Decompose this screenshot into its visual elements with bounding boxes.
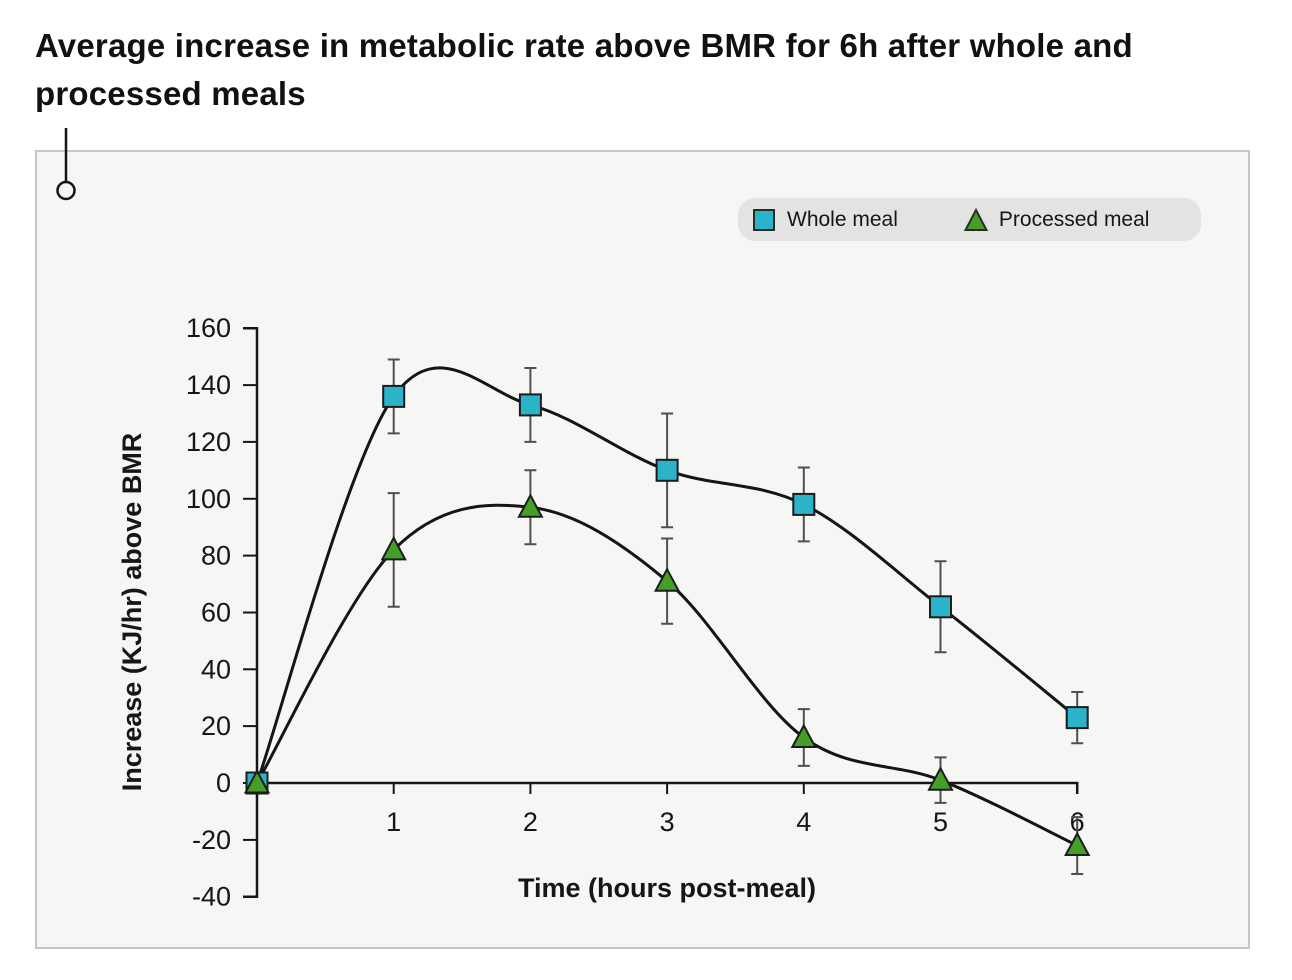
x-tick-label: 5 [933, 807, 948, 837]
y-tick-label: 20 [201, 711, 231, 741]
marker-processed-meal [380, 535, 407, 561]
y-tick-label: 40 [201, 654, 231, 684]
y-tick-label: 120 [186, 427, 231, 457]
marker-processed-meal [653, 567, 681, 592]
y-tick-label: 60 [201, 598, 231, 628]
y-tick-label: -40 [192, 882, 231, 912]
y-tick-label: 0 [216, 768, 231, 798]
square-marker-icon [753, 208, 775, 231]
chart-legend: Whole meal Processed meal [738, 198, 1201, 241]
marker-whole-meal [655, 458, 679, 482]
annotation-pin[interactable] [51, 126, 81, 204]
marker-whole-meal [792, 492, 816, 516]
x-axis-title: Time (hours post-meal) [518, 873, 816, 903]
legend-label: Whole meal [787, 207, 898, 231]
x-tick-label: 2 [523, 807, 538, 837]
marker-processed-meal [1064, 831, 1091, 856]
chart-panel [35, 150, 1250, 949]
x-tick-label: 1 [386, 807, 401, 837]
y-tick-label: -20 [192, 825, 231, 855]
y-tick-label: 80 [201, 541, 231, 571]
triangle-marker-icon [963, 207, 988, 231]
marker-whole-meal [518, 393, 542, 417]
legend-label: Processed meal [998, 207, 1150, 231]
marker-whole-meal [382, 384, 406, 408]
marker-processed-meal [243, 768, 271, 794]
marker-whole-meal [1065, 706, 1089, 730]
y-tick-label: 140 [186, 370, 231, 400]
x-tick-label: 3 [660, 807, 675, 837]
annotation-pin-circle-icon [56, 180, 76, 201]
x-tick-label: 4 [796, 807, 811, 837]
marker-processed-meal [927, 766, 954, 791]
legend-item-processed-meal: Processed meal [963, 207, 1150, 232]
marker-processed-meal [517, 493, 544, 518]
y-tick-label: 100 [186, 484, 231, 514]
page-title: Average increase in metabolic rate above… [35, 27, 1133, 112]
marker-processed-meal [790, 723, 817, 748]
marker-whole-meal [929, 595, 952, 619]
y-axis-title: Increase (KJ/hr) above BMR [117, 433, 147, 792]
legend-item-whole-meal: Whole meal [752, 208, 898, 232]
y-tick-label: 160 [186, 313, 231, 343]
